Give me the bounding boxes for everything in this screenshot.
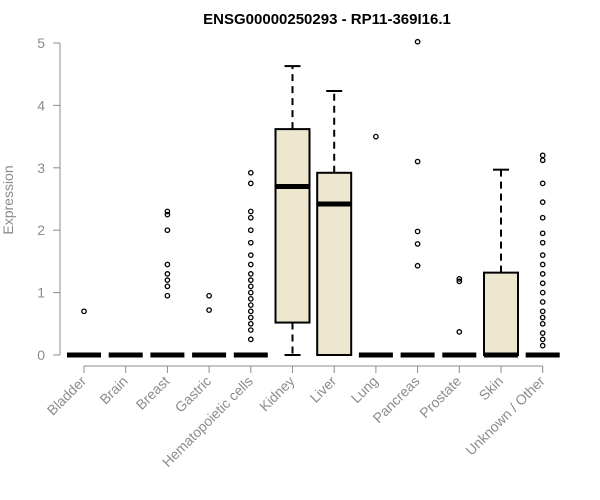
box-group bbox=[67, 308, 101, 358]
box-body bbox=[274, 128, 311, 324]
outlier-point bbox=[539, 289, 546, 296]
outlier-point bbox=[164, 292, 171, 299]
box-group bbox=[400, 38, 435, 358]
y-tick-label: 2 bbox=[37, 222, 45, 238]
box-group bbox=[442, 276, 477, 358]
outlier-point bbox=[539, 152, 546, 159]
outlier-point bbox=[164, 277, 171, 283]
box-body bbox=[483, 271, 519, 356]
outlier-point bbox=[206, 307, 212, 313]
outlier-point bbox=[539, 214, 546, 221]
x-tick-label: Unknown / Other bbox=[462, 373, 548, 459]
outlier-point bbox=[539, 157, 546, 164]
outlier-point bbox=[164, 211, 171, 218]
outlier-point bbox=[247, 336, 254, 343]
outlier-point bbox=[539, 330, 546, 337]
y-tick-label: 5 bbox=[37, 35, 45, 51]
x-tick-label: Brain bbox=[96, 373, 130, 407]
x-tick-label: Breast bbox=[133, 373, 173, 413]
outlier-point bbox=[247, 261, 254, 268]
outlier-point bbox=[539, 199, 546, 205]
outlier-point bbox=[247, 277, 254, 283]
outlier-point bbox=[247, 239, 254, 246]
outlier-point bbox=[164, 261, 171, 268]
outlier-point bbox=[539, 320, 546, 327]
outlier-point bbox=[539, 280, 546, 287]
x-tick-label: Kidney bbox=[256, 373, 298, 415]
outlier-point bbox=[539, 308, 546, 315]
outlier-point bbox=[539, 261, 546, 268]
outlier-point bbox=[539, 230, 546, 237]
x-tick-label: Lung bbox=[348, 373, 381, 406]
outlier-point bbox=[247, 320, 254, 327]
outlier-point bbox=[539, 314, 546, 321]
outlier-point bbox=[456, 278, 463, 285]
outlier-point bbox=[373, 133, 379, 140]
chart-title: ENSG00000250293 - RP11-369I16.1 bbox=[203, 11, 451, 28]
outlier-point bbox=[247, 214, 254, 221]
outlier-point bbox=[247, 289, 254, 296]
box-group bbox=[150, 208, 185, 358]
outlier-point bbox=[206, 292, 212, 299]
outlier-point bbox=[247, 283, 254, 290]
outlier-point bbox=[247, 327, 254, 333]
outlier-point bbox=[247, 314, 254, 321]
outlier-point bbox=[247, 169, 254, 176]
outlier-point bbox=[539, 239, 546, 246]
box-group bbox=[316, 90, 353, 356]
outlier-point bbox=[247, 295, 254, 302]
outlier-point bbox=[81, 308, 87, 315]
outlier-point bbox=[164, 283, 171, 290]
y-tick-label: 1 bbox=[37, 285, 45, 301]
outlier-point bbox=[414, 228, 421, 235]
box-group bbox=[233, 169, 268, 358]
x-tick-label: Bladder bbox=[44, 373, 90, 419]
outlier-point bbox=[539, 271, 546, 277]
outlier-point bbox=[164, 227, 171, 234]
x-tick-label: Liver bbox=[307, 373, 340, 406]
box-group bbox=[358, 133, 393, 358]
outlier-point bbox=[456, 276, 463, 282]
outlier-point bbox=[539, 336, 546, 343]
outlier-point bbox=[247, 308, 254, 315]
outlier-point bbox=[456, 329, 463, 335]
outlier-point bbox=[539, 252, 546, 259]
outlier-point bbox=[247, 252, 254, 259]
x-tick-label: Skin bbox=[476, 373, 507, 404]
outlier-point bbox=[164, 208, 171, 215]
outlier-point bbox=[539, 342, 546, 349]
outlier-point bbox=[539, 299, 546, 305]
y-axis-label: Expression bbox=[0, 165, 16, 234]
outlier-point bbox=[164, 271, 171, 277]
outlier-point bbox=[247, 208, 254, 215]
y-axis: 0 1 2 3 4 5 bbox=[37, 35, 61, 363]
box-group bbox=[274, 65, 311, 356]
outlier-point bbox=[247, 180, 254, 187]
outlier-point bbox=[247, 227, 254, 234]
y-tick-label: 0 bbox=[37, 347, 45, 363]
x-tick-label: Prostate bbox=[416, 373, 464, 421]
outlier-point bbox=[414, 38, 421, 45]
y-tick-label: 4 bbox=[37, 97, 45, 113]
box-group bbox=[483, 168, 519, 358]
outlier-point bbox=[414, 158, 421, 165]
box-body bbox=[316, 171, 353, 356]
box-group bbox=[525, 152, 560, 358]
outlier-point bbox=[414, 262, 421, 269]
outlier-point bbox=[247, 271, 254, 277]
box-group bbox=[192, 292, 227, 358]
y-tick-label: 3 bbox=[37, 160, 45, 176]
outlier-point bbox=[247, 302, 254, 308]
outlier-point bbox=[414, 241, 421, 247]
boxes-layer bbox=[67, 38, 560, 358]
outlier-point bbox=[539, 180, 546, 187]
